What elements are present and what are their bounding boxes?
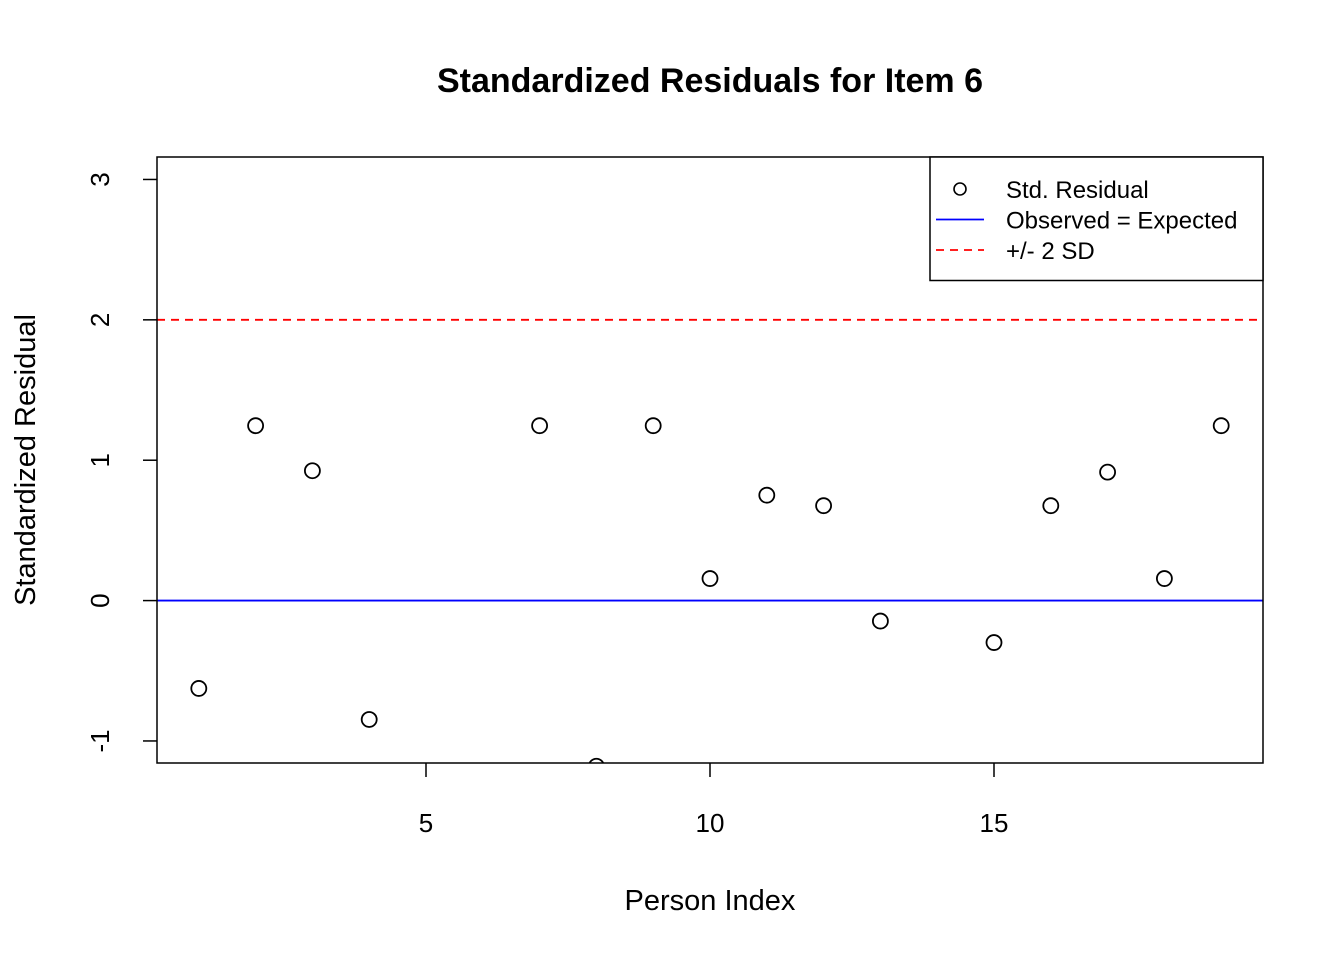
legend-symbol (953, 182, 967, 196)
y-axis-label: Standardized Residual (10, 314, 42, 606)
legend-label: Observed = Expected (1006, 208, 1237, 235)
point (588, 757, 605, 763)
legend-label: +/- 2 SD (1006, 238, 1095, 265)
y-tick-label: 0 (85, 593, 115, 607)
point (1099, 463, 1116, 481)
point (304, 462, 321, 480)
point (985, 634, 1003, 651)
point (701, 570, 719, 587)
x-axis-label: Person Index (625, 885, 796, 917)
y-tick-label: 2 (85, 313, 115, 327)
legend: Std. Residual Observed = Expected +/- 2 SD (929, 156, 1264, 282)
point (871, 612, 889, 630)
legend-box (929, 156, 1264, 282)
point (190, 680, 208, 697)
point (1042, 497, 1060, 515)
y-tick-label: -1 (85, 729, 115, 752)
point (247, 417, 265, 435)
x-tick-label: 5 (419, 808, 433, 838)
chart-title: Standardized Residuals for Item 6 (437, 62, 983, 100)
legend-label: Std. Residual (1006, 177, 1149, 204)
point (531, 417, 549, 435)
y-tick-label: 3 (85, 172, 115, 186)
plot-area (157, 318, 1263, 763)
x-tick-label: 15 (980, 808, 1009, 838)
axes: 5 10 15 -1 0 1 2 3 (85, 172, 1008, 838)
x-tick-label: 10 (696, 808, 725, 838)
point (1212, 417, 1230, 435)
point (758, 486, 776, 504)
point (1155, 570, 1173, 587)
point (815, 497, 832, 515)
y-tick-label: 1 (85, 453, 115, 467)
point (644, 417, 662, 435)
point (360, 711, 378, 728)
